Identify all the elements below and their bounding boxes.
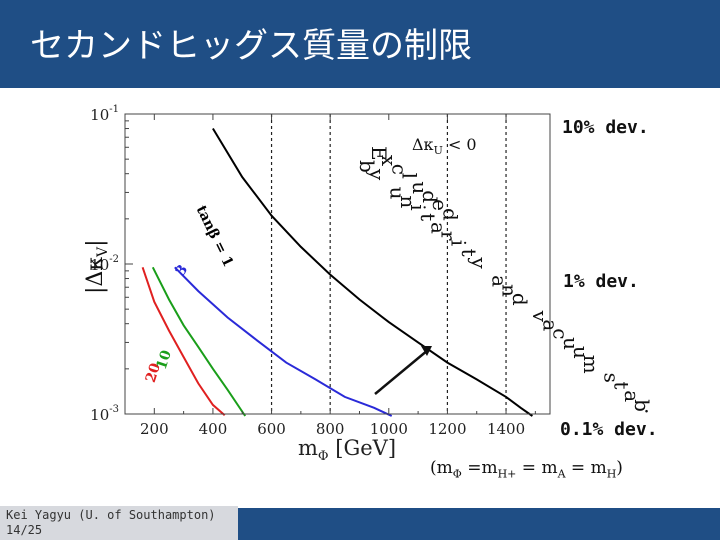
series-line-3	[174, 266, 393, 417]
footer-author: Kei Yagyu (U. of Southampton)	[6, 508, 216, 522]
excluded-annotation-char: b	[355, 160, 379, 173]
series-label: 3	[173, 262, 192, 279]
dev-label-1: 1% dev.	[563, 271, 639, 292]
excluded-annotation-char: l	[398, 173, 422, 179]
excluded-annotation-char: d	[508, 293, 532, 306]
x-tick-label: 1400	[487, 420, 525, 438]
excluded-annotation-char: c	[549, 328, 573, 339]
excluded-annotation-char: t	[610, 381, 634, 389]
excluded-annotation-char: E	[367, 146, 391, 161]
excluded-annotation-char: y	[467, 256, 491, 269]
excluded-annotation-char: y	[365, 168, 389, 181]
x-tick-label: 200	[140, 420, 169, 438]
y-tick-label: 10-2	[90, 254, 119, 274]
y-tick-label: 10-3	[90, 404, 119, 424]
excluded-annotation-char: u	[408, 181, 432, 194]
footer-page: 14/25	[6, 523, 43, 537]
excluded-annotation-char: r	[437, 231, 461, 241]
excluded-annotation-char: .	[640, 408, 664, 414]
y-tick-label: 10-1	[90, 104, 119, 124]
excluded-annotation-char: s	[600, 373, 624, 383]
excluded-annotation-char: x	[377, 155, 401, 167]
excluded-annotation-char: u	[569, 346, 593, 359]
excluded-annotation-char: t	[416, 213, 440, 221]
x-tick-label: 800	[316, 420, 345, 438]
excluded-annotation-char: m	[579, 355, 603, 374]
x-axis-label: mΦ [GeV]	[298, 436, 396, 464]
mass-relation: (mΦ =mH+ = mA = mH)	[430, 458, 623, 481]
excluded-annotation-char: t	[457, 249, 481, 257]
excluded-annotation-char: a	[488, 275, 512, 287]
excluded-annotation-char: n	[498, 284, 522, 297]
excluded-annotation-char: n	[396, 195, 420, 208]
excluded-annotation-char: d	[418, 190, 442, 203]
excluded-annotation-char: i	[447, 240, 471, 246]
x-tick-label: 1000	[370, 420, 408, 438]
excluded-annotation-char: a	[620, 390, 644, 402]
series-label: 20	[143, 361, 164, 385]
excluded-arrow-head	[421, 346, 432, 356]
series-line-tan1	[212, 127, 533, 417]
excluded-annotation-char: d	[438, 208, 462, 221]
series-label: tanβ = 1	[193, 203, 236, 270]
excluded-annotation-char: u	[559, 337, 583, 350]
series-label: 10	[154, 348, 175, 372]
dev-label-01: 0.1% dev.	[560, 419, 658, 440]
footer-panel	[0, 506, 238, 540]
x-tick-label: 400	[199, 420, 228, 438]
excluded-annotation-char: a	[426, 222, 450, 234]
excluded-annotation-char: a	[538, 319, 562, 331]
x-tick-label: 1200	[428, 420, 466, 438]
excluded-annotation-char: e	[428, 199, 452, 211]
kappa-u-annotation: ΔκU < 0	[412, 135, 477, 157]
excluded-annotation-char: v	[528, 310, 552, 323]
footer-text: Kei Yagyu (U. of Southampton) 14/25	[6, 508, 216, 538]
excluded-annotation-char: b	[630, 399, 654, 412]
excluded-annotation-char: i	[406, 204, 430, 210]
page-title: セカンドヒッグス質量の制限	[30, 26, 472, 66]
y-axis-label: |ΔκV|	[83, 239, 111, 294]
excluded-arrow	[374, 349, 429, 395]
series-line-10	[151, 266, 247, 417]
excluded-annotation-char: u	[386, 187, 410, 200]
x-tick-label: 600	[257, 420, 286, 438]
title-bar	[0, 0, 720, 88]
series-line-20	[141, 266, 226, 417]
excluded-annotation-char: c	[387, 164, 411, 175]
dev-label-10: 10% dev.	[562, 117, 649, 138]
